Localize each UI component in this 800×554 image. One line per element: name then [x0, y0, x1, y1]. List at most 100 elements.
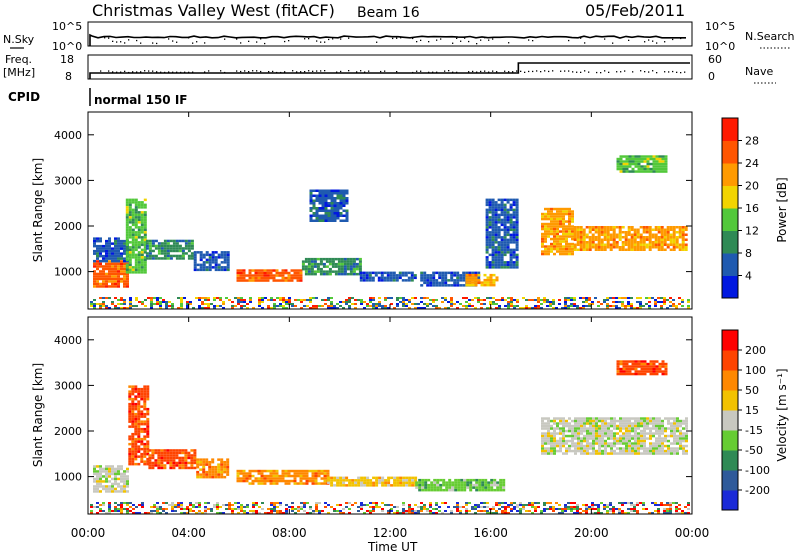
- heatmap-cell: [618, 512, 621, 514]
- heatmap-cell: [421, 478, 425, 482]
- heatmap-cell: [117, 275, 120, 278]
- nave-point: [136, 71, 138, 73]
- heatmap-cell: [137, 462, 141, 466]
- heatmap-cell: [493, 488, 497, 492]
- heatmap-cell: [297, 510, 300, 512]
- heatmap-cell: [506, 226, 510, 229]
- heatmap-cell: [491, 203, 495, 207]
- heatmap-cell: [275, 472, 279, 475]
- heatmap-cell: [114, 297, 117, 299]
- heatmap-cell: [352, 262, 356, 266]
- heatmap-cell: [102, 282, 105, 286]
- heatmap-cell: [327, 212, 331, 215]
- heatmap-cell: [553, 215, 556, 218]
- heatmap-cell: [423, 276, 427, 280]
- heatmap-cell: [512, 203, 516, 207]
- heatmap-cell: [99, 307, 102, 309]
- heatmap-cell: [231, 301, 234, 303]
- heatmap-cell: [324, 219, 328, 222]
- heatmap-cell: [402, 481, 406, 485]
- heatmap-cell: [105, 475, 108, 478]
- heatmap-cell: [322, 257, 326, 261]
- nsearch-point: [328, 38, 330, 41]
- heatmap-cell: [349, 257, 353, 261]
- heatmap-cell: [550, 424, 553, 428]
- heatmap-cell: [577, 434, 580, 438]
- heatmap-cell: [408, 481, 412, 485]
- heatmap-cell: [339, 481, 343, 485]
- heatmap-cell: [129, 301, 132, 303]
- heatmap-cell: [216, 502, 219, 504]
- heatmap-cell: [491, 243, 495, 247]
- heatmap-cell: [646, 437, 649, 440]
- nave-point: [620, 71, 622, 73]
- heatmap-cell: [240, 506, 243, 508]
- heatmap-cell: [430, 481, 434, 484]
- heatmap-cell: [568, 250, 571, 253]
- heatmap-cell: [324, 217, 328, 220]
- heatmap-cell: [128, 208, 132, 212]
- nave-point: [248, 71, 250, 73]
- heatmap-cell: [359, 279, 363, 282]
- heatmap-cell: [184, 464, 188, 467]
- heatmap-cell: [556, 417, 559, 420]
- heatmap-cell: [496, 486, 500, 489]
- heatmap-cell: [438, 510, 441, 512]
- heatmap-cell: [625, 155, 629, 158]
- heatmap-cell: [429, 274, 433, 277]
- heatmap-cell: [594, 228, 598, 231]
- heatmap-cell: [453, 303, 456, 305]
- heatmap-cell: [660, 231, 664, 234]
- heatmap-cell: [99, 272, 102, 276]
- heatmap-cell: [553, 220, 556, 223]
- heatmap-cell: [606, 297, 609, 299]
- heatmap-cell: [550, 247, 553, 251]
- heatmap-cell: [512, 223, 516, 227]
- heatmap-cell: [146, 445, 150, 448]
- heatmap-cell: [603, 238, 607, 241]
- heatmap-cell: [592, 452, 595, 455]
- heatmap-cell: [137, 445, 141, 448]
- heatmap-cell: [343, 260, 347, 263]
- heatmap-cell: [634, 417, 637, 420]
- heatmap-cell: [411, 510, 414, 512]
- heatmap-cell: [363, 479, 367, 482]
- heatmap-cell: [567, 305, 570, 307]
- heatmap-cell: [549, 305, 552, 307]
- heatmap-cell: [445, 481, 449, 484]
- heatmap-cell: [220, 470, 224, 474]
- heatmap-cell: [544, 227, 547, 231]
- heatmap-cell: [601, 419, 604, 423]
- heatmap-cell: [390, 508, 393, 510]
- heatmap-cell: [340, 265, 344, 268]
- heatmap-cell: [664, 434, 667, 438]
- heatmap-cell: [348, 307, 351, 309]
- heatmap-cell: [444, 502, 447, 504]
- heatmap-cell: [625, 162, 629, 166]
- heatmap-cell: [154, 244, 158, 248]
- heatmap-cell: [544, 232, 547, 236]
- heatmap-cell: [166, 239, 170, 243]
- heatmap-cell: [120, 480, 123, 483]
- heatmap-cell: [208, 470, 212, 474]
- heatmap-cell: [556, 212, 559, 216]
- heatmap-cell: [634, 449, 637, 453]
- heatmap-cell: [497, 258, 501, 262]
- heatmap-cell: [313, 262, 317, 266]
- heatmap-cell: [643, 157, 647, 161]
- heatmap-cell: [293, 477, 297, 480]
- heatmap-cell: [660, 236, 664, 239]
- heatmap-cell: [631, 160, 635, 163]
- heatmap-cell: [640, 434, 643, 438]
- heatmap-cell: [226, 458, 230, 461]
- heatmap-cell: [649, 444, 652, 448]
- heatmap-cell: [140, 268, 144, 272]
- heatmap-cell: [628, 434, 631, 438]
- heatmap-cell: [621, 504, 624, 506]
- heatmap-cell: [266, 279, 270, 282]
- heatmap-cell: [610, 442, 613, 445]
- heatmap-cell: [316, 270, 320, 273]
- heatmap-cell: [420, 301, 423, 303]
- heatmap-cell: [217, 468, 221, 471]
- frequency-trace: [89, 62, 690, 79]
